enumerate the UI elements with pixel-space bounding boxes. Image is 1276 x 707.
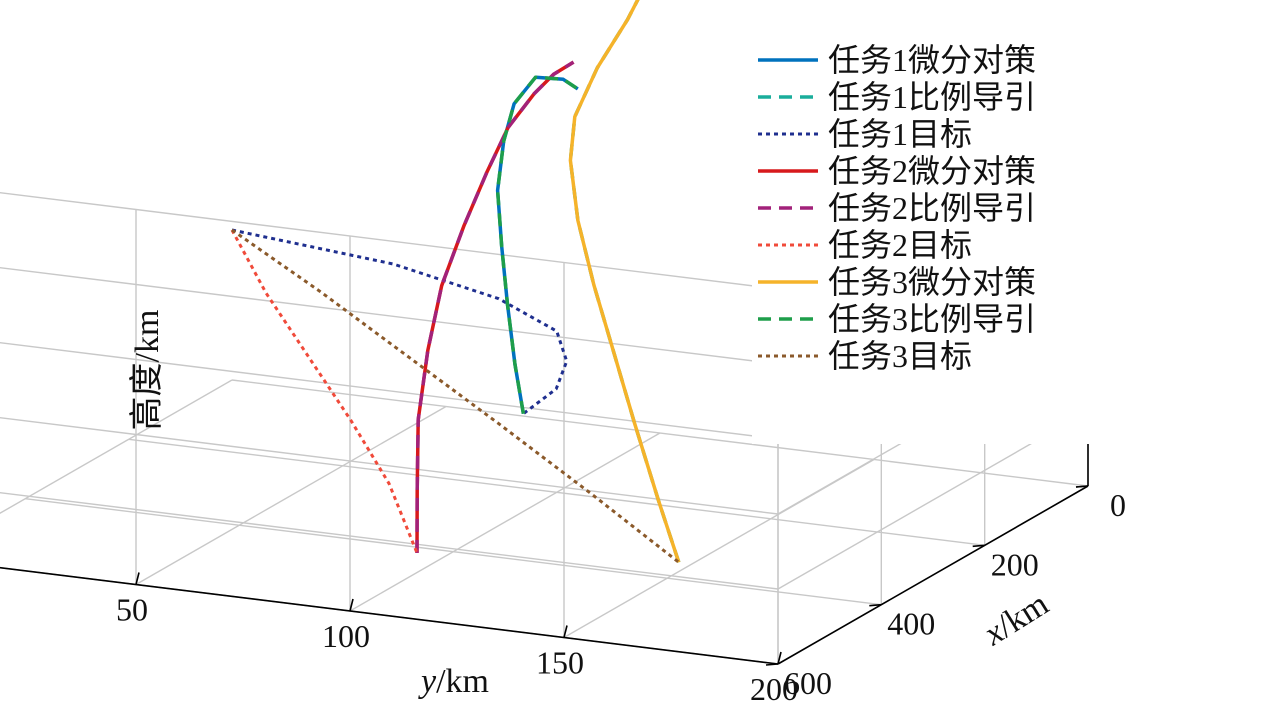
- data-series: [230, 0, 681, 564]
- y-tick-mark: [349, 598, 354, 612]
- x-tick-label: 0: [1110, 487, 1126, 523]
- x-tick-label: 200: [991, 546, 1039, 582]
- x-tick-label: 400: [887, 606, 935, 642]
- grid-line: [0, 266, 779, 365]
- y-tick-label: 150: [536, 645, 584, 681]
- legend: 任务1微分对策任务1比例导引任务1目标任务2微分对策任务2比例导引任务2目标任务…: [752, 38, 1092, 444]
- legend-label: 任务2比例导引: [828, 190, 1036, 226]
- grid-line: [0, 379, 233, 515]
- x-axis-label: x/km: [977, 585, 1055, 653]
- x-axis-line: [777, 485, 1089, 665]
- series-line-7: [568, 0, 681, 563]
- grid-line: [135, 405, 447, 586]
- y-axis-label: y/km: [418, 663, 489, 700]
- grid-line: [0, 191, 779, 290]
- y-tick-label: 50: [116, 592, 148, 628]
- grid-line: [0, 416, 779, 515]
- y-tick-mark: [135, 572, 140, 585]
- legend-label: 任务1比例导引: [828, 79, 1036, 115]
- grid-line: [0, 491, 779, 590]
- y-tick-mark: [563, 625, 568, 638]
- y-tick-label: 200: [750, 671, 798, 702]
- y-axis-label-unit: /km: [436, 663, 489, 700]
- grid-line: [25, 498, 882, 606]
- series-line-6: [230, 229, 419, 554]
- legend-label: 任务2目标: [828, 227, 972, 263]
- y-axis-label-var: y: [418, 663, 437, 700]
- series-line-5: [415, 60, 575, 553]
- tick-labels: 0501001502000200400600262830323436: [116, 487, 1126, 707]
- x-tick-mark: [869, 603, 882, 607]
- y-tick-label: 100: [322, 618, 370, 654]
- series-line-3: [231, 228, 569, 415]
- grid-line: [128, 438, 985, 546]
- x-tick-mark: [765, 663, 779, 666]
- x-tick-mark: [972, 544, 985, 548]
- legend-label: 任务3比例导引: [828, 301, 1036, 337]
- grid-line: [349, 432, 661, 612]
- series-line-2: [568, 0, 681, 563]
- legend-label: 任务3微分对策: [828, 264, 1036, 300]
- y-tick-mark: [777, 651, 782, 665]
- grid-line: [231, 379, 1089, 487]
- legend-label: 任务3目标: [828, 338, 972, 374]
- series-line-8: [495, 75, 579, 414]
- legend-box: [752, 38, 1092, 444]
- legend-label: 任务2微分对策: [828, 153, 1036, 189]
- z-tick-mark-right: [1075, 485, 1089, 488]
- series-line-9: [231, 228, 680, 564]
- x-tick-label: 600: [784, 665, 832, 701]
- legend-label: 任务1微分对策: [828, 42, 1036, 78]
- legend-label: 任务1目标: [828, 116, 972, 152]
- z-axis-label: 高度/km: [128, 310, 166, 431]
